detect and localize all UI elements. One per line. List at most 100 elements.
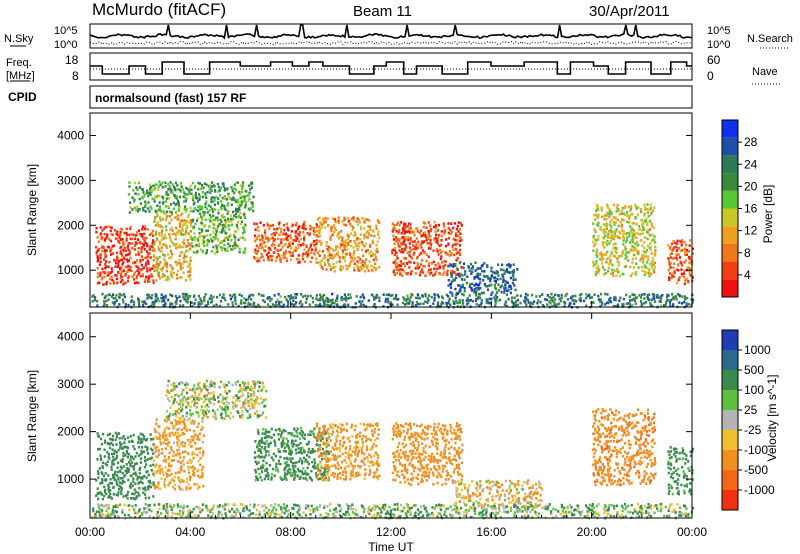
scatter-region-7 — [447, 261, 519, 295]
colorbar-segment — [722, 120, 738, 138]
colorbar-segment — [722, 350, 738, 370]
scatter-region-3 — [127, 180, 255, 214]
freq-right-label: Nave — [752, 66, 778, 78]
colorbar-segment — [722, 330, 738, 350]
scatter-region-1 — [152, 211, 193, 282]
colorbar-tick-label: -500 — [744, 463, 768, 477]
y-tick-label: 4000 — [57, 128, 84, 142]
power-ylabel: Slant Range [km] — [25, 164, 39, 256]
x-tick-label: 04:00 — [175, 525, 205, 539]
colorbar-tick-label: 12 — [744, 224, 758, 238]
colorbar-tick-label: -100 — [744, 443, 768, 457]
velocity-scatter-layer — [91, 379, 695, 520]
x-tick-label: 00:00 — [75, 525, 105, 539]
colorbar-segment — [722, 470, 738, 490]
scatter-region-9 — [91, 502, 695, 520]
beam-title: Beam 11 — [353, 3, 412, 20]
x-tick-label: 12:00 — [376, 525, 406, 539]
colorbar-tick-label: 20 — [744, 179, 758, 193]
y-tick-label: 1000 — [57, 263, 84, 277]
colorbar-tick-label: 8 — [744, 246, 751, 260]
noise-right-tick-top: 10^5 — [707, 25, 731, 37]
colorbar-tick-label: 4 — [744, 268, 751, 282]
scatter-region-2 — [190, 211, 247, 255]
colorbar-tick-label: 100 — [744, 383, 764, 397]
cpid-panel-frame — [89, 85, 693, 109]
freq-left-label-1: Freq. — [6, 57, 32, 69]
colorbar-tick-label: 24 — [744, 157, 758, 171]
colorbar-tick-label: 500 — [744, 363, 764, 377]
velocity-ylabel: Slant Range [km] — [25, 370, 39, 462]
power-scatter-layer — [91, 180, 695, 309]
colorbar-segment — [722, 173, 738, 191]
colorbar-segment — [722, 208, 738, 227]
scatter-region-7 — [591, 408, 657, 487]
colorbar-tick-label: 25 — [744, 403, 758, 417]
x-tick-label: 08:00 — [276, 525, 306, 539]
velocity-colorbar: 1000 500 100 25 -25 -100 -500 -1000 — [721, 329, 775, 511]
station-title: McMurdo (fitACF) — [92, 0, 226, 19]
time-x-axis: 00:00 04:00 08:00 12:00 16:00 20:00 00:00 — [75, 301, 707, 539]
noise-right-tick-bottom: 10^0 — [707, 39, 731, 51]
scatter-region-6 — [453, 479, 544, 510]
colorbar-segment — [722, 430, 738, 450]
noise-left-tick-top: 10^5 — [54, 25, 78, 37]
power-y-axis: 1000 2000 3000 4000 — [57, 128, 692, 277]
colorbar-segment — [722, 137, 738, 156]
freq-left-tick-bottom: 8 — [72, 69, 79, 83]
scatter-region-0 — [95, 431, 155, 501]
colorbar-segment — [722, 410, 738, 430]
y-tick-label: 3000 — [57, 173, 84, 187]
scatter-region-2 — [165, 379, 268, 420]
colorbar-segment — [722, 450, 738, 470]
colorbar-segment — [722, 190, 738, 209]
scatter-region-5 — [391, 422, 464, 487]
noise-left-label: N.Sky — [4, 33, 34, 45]
scatter-region-9 — [667, 239, 695, 286]
colorbar-tick-label: -1000 — [744, 483, 775, 497]
y-tick-label: 2000 — [57, 425, 84, 439]
colorbar-segment — [722, 370, 738, 390]
noise-left-tick-bottom: 10^0 — [54, 39, 78, 51]
freq-left-tick-top: 18 — [65, 53, 79, 67]
noise-search-series — [89, 40, 693, 46]
colorbar-segment — [722, 226, 738, 244]
colorbar-tick-label: 1000 — [744, 343, 771, 357]
y-tick-label: 3000 — [57, 377, 84, 391]
scatter-region-6 — [391, 220, 463, 278]
x-tick-label: 00:00 — [677, 525, 707, 539]
colorbar-tick-label: -25 — [744, 423, 762, 437]
cpid-label: CPID — [8, 90, 37, 104]
freq-series — [90, 61, 692, 75]
scatter-region-10 — [91, 292, 695, 309]
colorbar-segment — [722, 261, 738, 280]
scatter-region-1 — [152, 417, 205, 491]
noise-sky-series — [89, 24, 693, 40]
noise-panel-frame — [89, 23, 693, 49]
colorbar-segment — [722, 390, 738, 410]
colorbar-segment — [722, 155, 738, 174]
power-colorbar-label: Power [dB] — [761, 185, 775, 244]
date-title: 30/Apr/2011 — [589, 3, 670, 20]
y-tick-label: 1000 — [57, 472, 84, 486]
freq-right-tick-top: 60 — [707, 53, 721, 67]
colorbar-tick-label: 28 — [744, 135, 758, 149]
y-tick-label: 4000 — [57, 330, 84, 344]
x-tick-label: 16:00 — [476, 525, 506, 539]
colorbar-segment — [722, 243, 738, 262]
velocity-y-axis: 1000 2000 3000 4000 — [57, 330, 692, 486]
scatter-region-0 — [95, 225, 155, 286]
x-tick-label: 20:00 — [577, 525, 607, 539]
noise-right-label: N.Search — [747, 33, 793, 45]
scatter-region-5 — [315, 216, 381, 273]
freq-right-tick-bottom: 0 — [707, 69, 714, 83]
colorbar-segment — [722, 279, 738, 297]
y-tick-label: 2000 — [57, 218, 84, 232]
velocity-colorbar-label: Velocity [m s^-1] — [765, 375, 779, 462]
freq-left-label-2: [MHz] — [6, 70, 35, 82]
cpid-value: normalsound (fast) 157 RF — [95, 91, 246, 105]
scatter-region-8 — [592, 203, 657, 278]
scatter-region-8 — [667, 446, 695, 496]
scatter-region-4 — [315, 422, 381, 482]
